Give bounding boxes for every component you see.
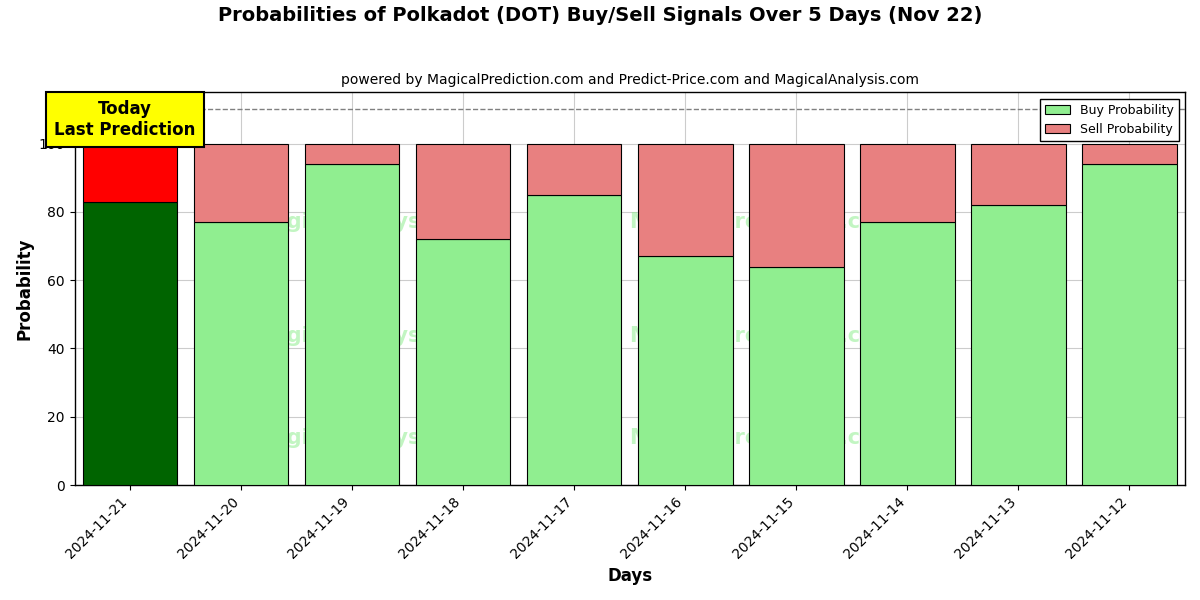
Text: MagicalAnalysis.com: MagicalAnalysis.com <box>252 428 497 448</box>
Bar <box>194 222 288 485</box>
Text: MagicalAnalysis.com: MagicalAnalysis.com <box>252 326 497 346</box>
Bar <box>638 143 732 256</box>
Bar <box>416 143 510 239</box>
Bar <box>194 143 288 222</box>
Bar <box>527 195 622 485</box>
Bar <box>1082 164 1177 485</box>
Bar <box>860 222 955 485</box>
Text: MagicalAnalysis.com: MagicalAnalysis.com <box>252 212 497 232</box>
Legend: Buy Probability, Sell Probability: Buy Probability, Sell Probability <box>1040 98 1178 141</box>
Bar <box>83 202 178 485</box>
Bar <box>860 143 955 222</box>
Bar <box>305 143 400 164</box>
Text: Today
Last Prediction: Today Last Prediction <box>54 100 196 139</box>
Text: MagicalPrediction.com: MagicalPrediction.com <box>630 212 896 232</box>
Bar <box>1082 143 1177 164</box>
Bar <box>638 256 732 485</box>
Bar <box>749 143 844 266</box>
Bar <box>83 143 178 202</box>
Bar <box>527 143 622 195</box>
Text: MagicalPrediction.com: MagicalPrediction.com <box>630 326 896 346</box>
Title: powered by MagicalPrediction.com and Predict-Price.com and MagicalAnalysis.com: powered by MagicalPrediction.com and Pre… <box>341 73 919 87</box>
Text: MagicalPrediction.com: MagicalPrediction.com <box>630 428 896 448</box>
Bar <box>305 164 400 485</box>
Y-axis label: Probability: Probability <box>16 238 34 340</box>
Bar <box>416 239 510 485</box>
Bar <box>749 266 844 485</box>
X-axis label: Days: Days <box>607 567 653 585</box>
Bar <box>971 205 1066 485</box>
Text: Probabilities of Polkadot (DOT) Buy/Sell Signals Over 5 Days (Nov 22): Probabilities of Polkadot (DOT) Buy/Sell… <box>218 6 982 25</box>
Bar <box>971 143 1066 205</box>
